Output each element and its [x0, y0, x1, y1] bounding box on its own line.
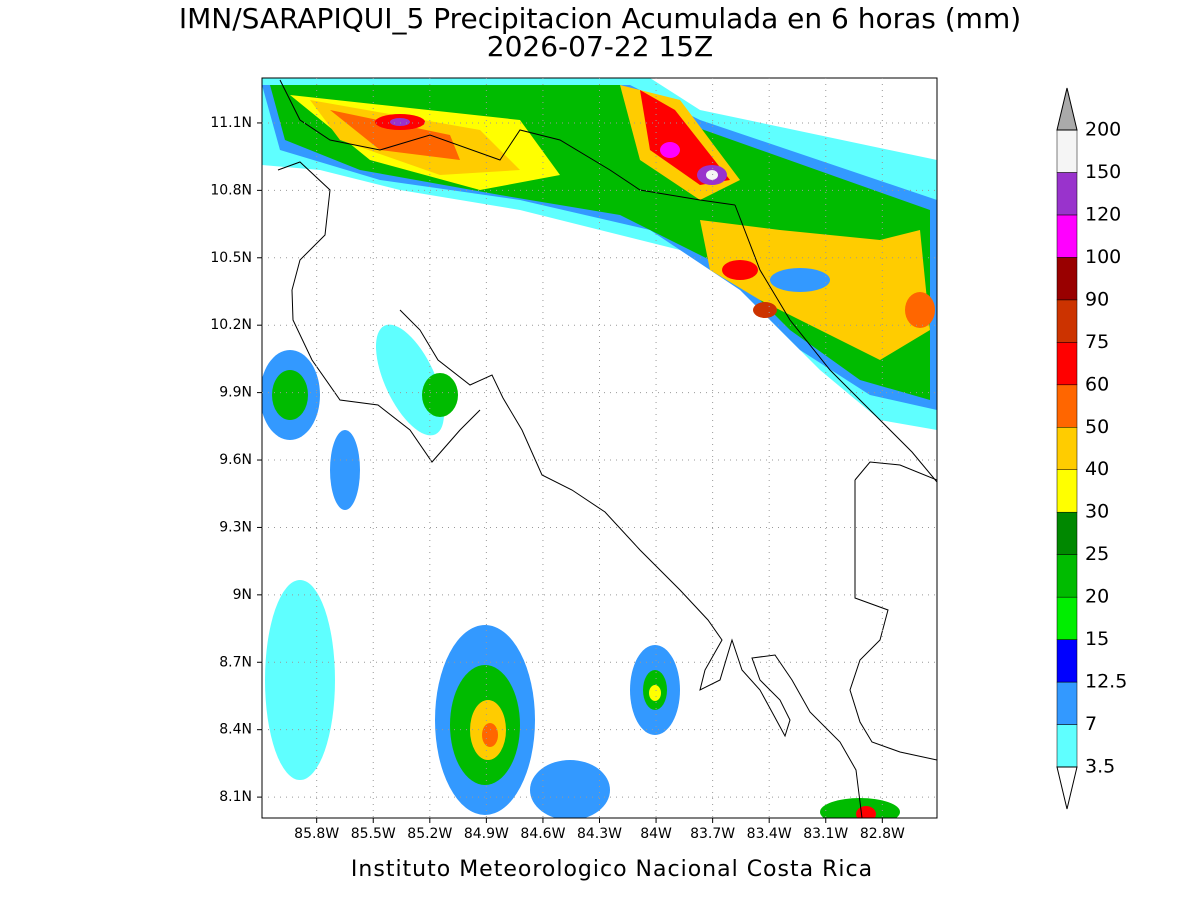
colorbar-label: 30	[1085, 501, 1109, 523]
colorbar-box	[1056, 596, 1078, 640]
colorbar-over	[1056, 87, 1078, 131]
lon-tick-label: 83.1W	[803, 826, 848, 842]
colorbar-label: 200	[1085, 119, 1121, 141]
colorbar-box	[1056, 214, 1078, 258]
lat-tick-label: 9.3N	[219, 519, 252, 535]
lat-tick-label: 11.1N	[210, 115, 252, 131]
colorbar-box	[1056, 129, 1078, 173]
colorbar-box	[1056, 469, 1078, 513]
colorbar-label: 20	[1085, 586, 1109, 608]
lat-tick-label: 10.2N	[210, 317, 252, 333]
colorbar-box	[1056, 724, 1078, 768]
lon-tick-label: 84W	[640, 826, 672, 842]
colorbar-box	[1056, 257, 1078, 301]
subtitle: 2026-07-22 15Z	[487, 30, 713, 63]
colorbar-label: 7	[1085, 713, 1097, 735]
colorbar-label: 50	[1085, 416, 1109, 438]
lon-tick-label: 84.9W	[464, 826, 509, 842]
lon-tick-label: 85.2W	[407, 826, 452, 842]
colorbar-box	[1056, 639, 1078, 683]
lon-tick-label: 84.6W	[520, 826, 565, 842]
colorbar-label: 3.5	[1085, 756, 1115, 778]
lon-tick-label: 83.4W	[747, 826, 792, 842]
colorbar-label: 150	[1085, 161, 1121, 183]
lat-tick-label: 8.1N	[219, 789, 252, 805]
lon-tick-label: 85.5W	[351, 826, 396, 842]
colorbar-under	[1056, 766, 1078, 810]
footer: Instituto Meteorologico Nacional Costa R…	[351, 857, 873, 882]
coastlines	[277, 79, 937, 818]
colorbar-label: 100	[1085, 246, 1121, 268]
colorbar-label: 12.5	[1085, 671, 1127, 693]
colorbar-box	[1056, 554, 1078, 598]
lon-tick-label: 83.7W	[690, 826, 735, 842]
colorbar-label: 15	[1085, 628, 1109, 650]
lat-tick-label: 10.5N	[210, 250, 252, 266]
colorbar-box	[1056, 299, 1078, 343]
colorbar-label: 25	[1085, 543, 1109, 565]
lat-tick-label: 9.6N	[219, 452, 252, 468]
colorbar-box	[1056, 172, 1078, 216]
title: IMN/SARAPIQUI_5 Precipitacion Acumulada …	[179, 2, 1021, 35]
lat-tick-label: 8.7N	[219, 654, 252, 670]
colorbar-box	[1056, 342, 1078, 386]
lon-tick-label: 85.8W	[294, 826, 339, 842]
colorbar-label: 60	[1085, 373, 1109, 395]
colorbar-label: 75	[1085, 331, 1109, 353]
lat-tick-label: 10.8N	[210, 182, 252, 198]
colorbar-box	[1056, 511, 1078, 555]
lat-tick-label: 9N	[233, 587, 252, 603]
colorbar-box	[1056, 681, 1078, 725]
lat-tick-label: 9.9N	[219, 385, 252, 401]
colorbar-label: 40	[1085, 458, 1109, 480]
colorbar-box	[1056, 384, 1078, 428]
lon-tick-label: 84.3W	[577, 826, 622, 842]
colorbar-label: 90	[1085, 288, 1109, 310]
precip-field	[262, 78, 937, 818]
lat-tick-label: 8.4N	[219, 722, 252, 738]
colorbar-box	[1056, 427, 1078, 470]
lon-tick-label: 82.8W	[860, 826, 905, 842]
colorbar-label: 120	[1085, 203, 1121, 225]
